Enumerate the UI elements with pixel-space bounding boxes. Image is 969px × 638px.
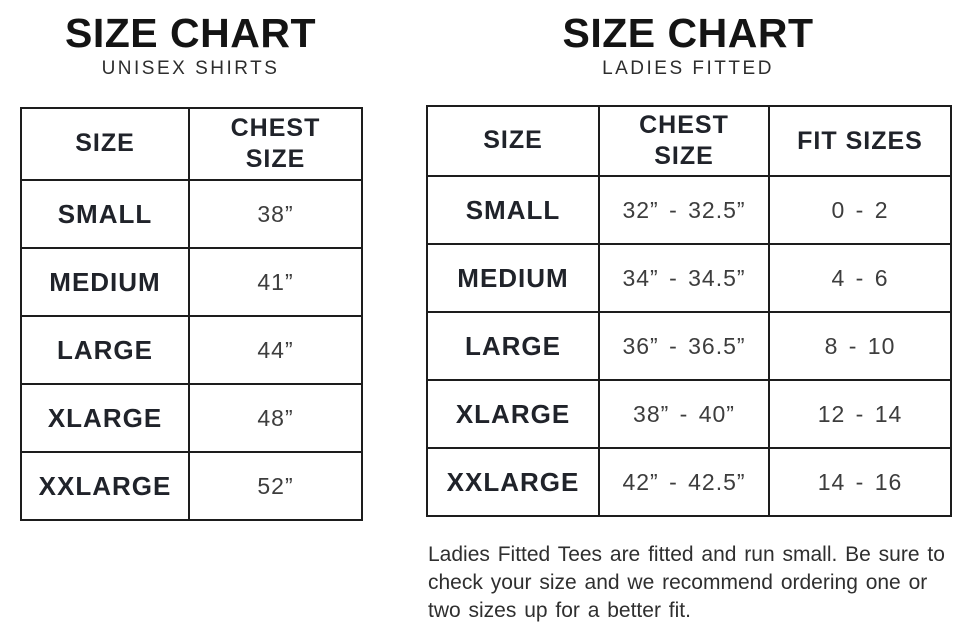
table-header-row: SIZE CHEST SIZE FIT SIZES	[426, 105, 952, 177]
fit-note-line: Ladies Fitted Tees are fitted and run sm…	[428, 543, 945, 566]
size-label: XXLARGE	[426, 447, 600, 517]
ladies-chart-title: SIZE CHART	[562, 10, 814, 56]
fit-value: 0 - 2	[768, 175, 952, 245]
size-label: MEDIUM	[426, 243, 600, 313]
chest-value: 32” - 32.5”	[598, 175, 770, 245]
unisex-chart-header: SIZE CHART UNISEX SHIRTS	[20, 10, 361, 80]
fit-note-line: two sizes up for a better fit.	[428, 598, 691, 622]
chest-value: 36” - 36.5”	[598, 311, 770, 381]
header-cell-chest-size: CHEST SIZE	[598, 105, 770, 177]
size-label: SMALL	[426, 175, 600, 245]
chest-value: 38”	[188, 179, 363, 249]
size-label: XLARGE	[20, 383, 190, 453]
chest-value: 34” - 34.5”	[598, 243, 770, 313]
chest-value: 44”	[188, 315, 363, 385]
size-label: SMALL	[20, 179, 190, 249]
ladies-size-table: SIZE CHEST SIZE FIT SIZES SMALL 32” - 32…	[426, 105, 952, 517]
table-row: XLARGE 38” - 40” 12 - 14	[426, 379, 952, 449]
ladies-chart-header: SIZE CHART LADIES FITTED	[426, 10, 950, 80]
fit-note-line: check your size and we recommend orderin…	[428, 570, 928, 594]
table-row: LARGE 36” - 36.5” 8 - 10	[426, 311, 952, 381]
unisex-size-table: SIZE CHEST SIZE SMALL 38” MEDIUM 41” LAR…	[20, 107, 363, 521]
fit-value: 14 - 16	[768, 447, 952, 517]
table-row: MEDIUM 34” - 34.5” 4 - 6	[426, 243, 952, 313]
fit-value: 4 - 6	[768, 243, 952, 313]
chest-value: 38” - 40”	[598, 379, 770, 449]
header-cell-size: SIZE	[20, 107, 190, 181]
table-row: SMALL 32” - 32.5” 0 - 2	[426, 175, 952, 245]
fit-value: 12 - 14	[768, 379, 952, 449]
unisex-chart-subtitle: UNISEX SHIRTS	[101, 58, 280, 80]
size-label: LARGE	[426, 311, 600, 381]
table-row: XXLARGE 52”	[20, 451, 363, 521]
table-row: XLARGE 48”	[20, 383, 363, 453]
unisex-chart-title: SIZE CHART	[65, 10, 316, 56]
chest-value: 52”	[188, 451, 363, 521]
table-row: MEDIUM 41”	[20, 247, 363, 317]
chest-value: 48”	[188, 383, 363, 453]
size-label: XLARGE	[426, 379, 600, 449]
size-label: XXLARGE	[20, 451, 190, 521]
chest-value: 41”	[188, 247, 363, 317]
ladies-chart-subtitle: LADIES FITTED	[602, 58, 774, 80]
fit-note: Ladies Fitted Tees are fitted and run sm…	[428, 541, 963, 625]
table-row: XXLARGE 42” - 42.5” 14 - 16	[426, 447, 952, 517]
table-row: LARGE 44”	[20, 315, 363, 385]
header-cell-fit-sizes: FIT SIZES	[768, 105, 952, 177]
fit-value: 8 - 10	[768, 311, 952, 381]
chest-value: 42” - 42.5”	[598, 447, 770, 517]
size-label: LARGE	[20, 315, 190, 385]
header-cell-chest-size: CHEST SIZE	[188, 107, 363, 181]
table-header-row: SIZE CHEST SIZE	[20, 107, 363, 181]
header-cell-size: SIZE	[426, 105, 600, 177]
table-row: SMALL 38”	[20, 179, 363, 249]
size-label: MEDIUM	[20, 247, 190, 317]
